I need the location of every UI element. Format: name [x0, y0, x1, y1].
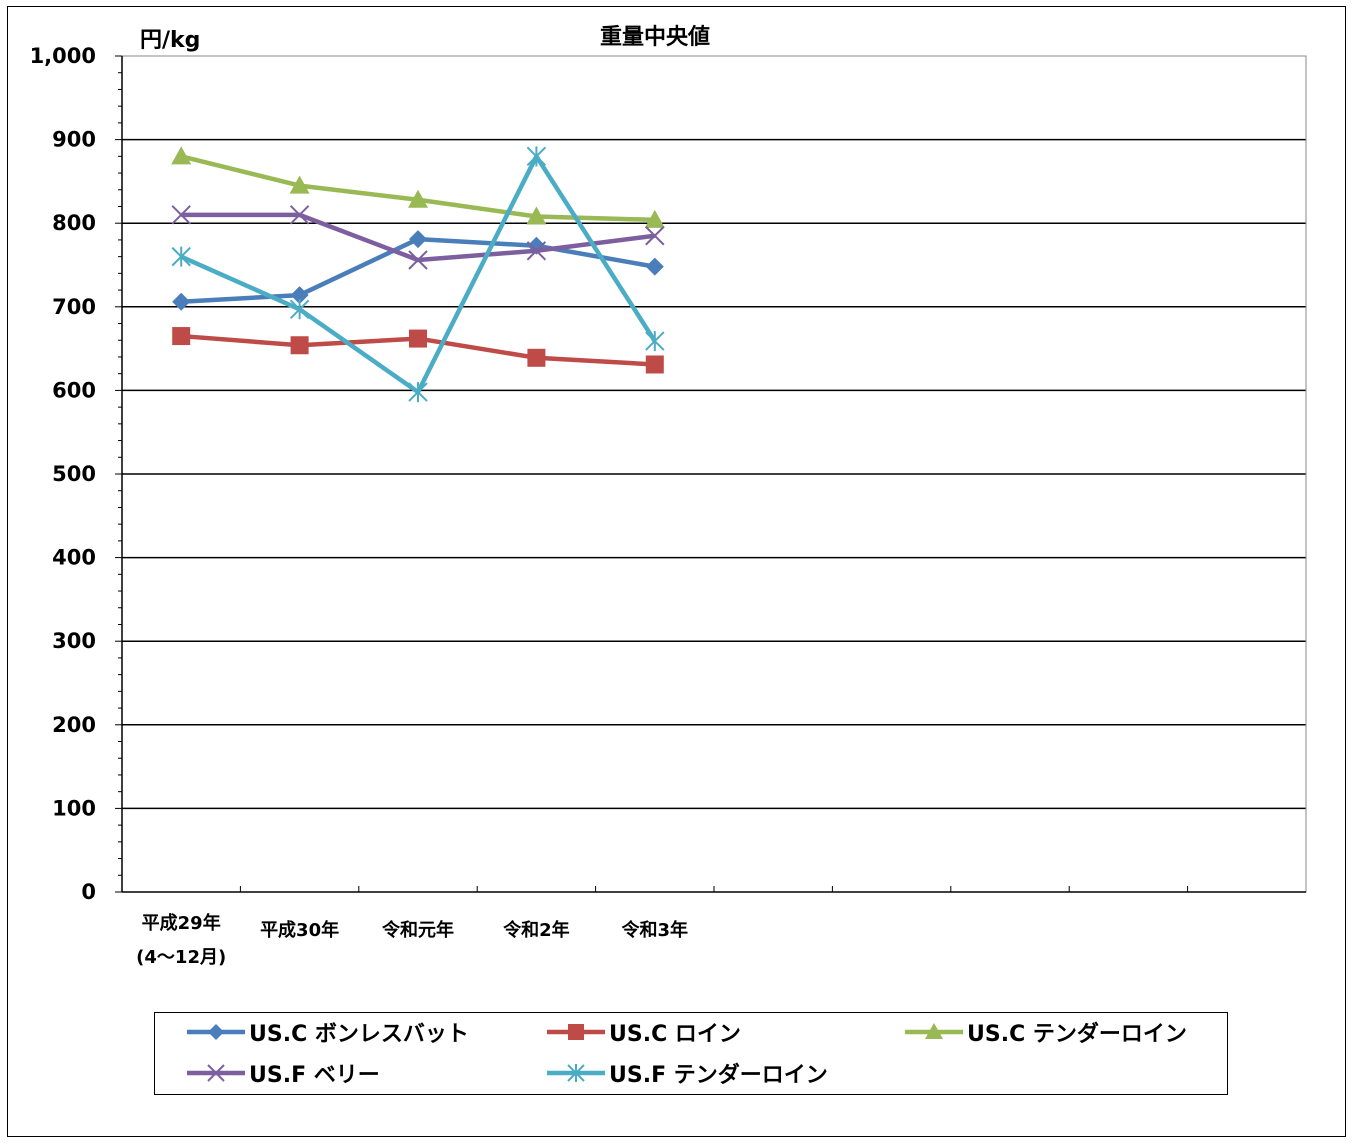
series-line: [181, 236, 656, 305]
data-point: [526, 206, 547, 225]
y-tick-label: 900: [52, 128, 96, 152]
legend-item: US.C ボンレスバット: [185, 1017, 469, 1047]
y-tick-label: 800: [52, 211, 96, 235]
y-axis-unit: 円/kg: [140, 28, 200, 53]
data-point: [289, 299, 310, 320]
data-point: [408, 382, 428, 403]
x-tick-label: 令和元年: [381, 919, 454, 941]
grid-lines: [122, 138, 1306, 810]
y-tick-label: 100: [52, 796, 96, 820]
y-tick-label: 0: [81, 880, 96, 904]
data-point: [172, 327, 191, 346]
data-point: [290, 286, 309, 305]
data-point: [171, 146, 192, 165]
y-tick-labels: 0 100 200 300 400 500 600 700 800 900 1,000: [30, 44, 96, 904]
data-point: [171, 205, 191, 225]
chart-frame: [7, 6, 1346, 1137]
legend-item: US.C テンダーロイン: [903, 1017, 1187, 1047]
legend-swatch: [187, 1064, 245, 1082]
data-point: [645, 355, 664, 374]
legend-swatch: [547, 1024, 605, 1040]
y-tick-label: 700: [52, 295, 96, 319]
series-5: [171, 146, 665, 403]
legend-swatch: [187, 1024, 245, 1040]
x-tick-label: 令和3年: [621, 919, 689, 941]
y-tick-label: 1,000: [30, 44, 96, 68]
x-tick-label: 平成30年: [260, 919, 339, 941]
data-point: [644, 209, 665, 228]
axes: [115, 55, 1307, 893]
chart-title: 重量中央値: [600, 24, 710, 50]
data-point: [172, 292, 191, 311]
data-point: [289, 205, 310, 225]
y-tick-label: 500: [52, 462, 96, 486]
data-point: [645, 226, 665, 246]
x-tick-label: 令和2年: [502, 919, 570, 941]
legend-label: US.C ボンレスバット: [249, 1022, 469, 1047]
legend-item: US.C ロイン: [545, 1017, 741, 1047]
legend-item: US.F テンダーロイン: [545, 1058, 828, 1088]
data-point: [289, 175, 310, 194]
x-tick-labels: 平成29年(4～12月) 平成30年 令和元年 令和2年 令和3年: [136, 912, 688, 968]
data-point: [645, 331, 665, 352]
data-point: [527, 348, 546, 367]
x-tick-label: 平成29年(4～12月): [136, 912, 226, 968]
data-point: [526, 146, 547, 167]
data-point: [409, 230, 427, 249]
legend-item: US.F ベリー: [185, 1058, 380, 1088]
y-tick-label: 600: [52, 378, 96, 402]
legend-label: US.F テンダーロイン: [609, 1063, 828, 1088]
data-point: [408, 250, 428, 270]
data-point: [409, 329, 427, 348]
legend-swatch: [547, 1064, 605, 1082]
series-line: [180, 154, 655, 223]
data-point: [526, 241, 547, 261]
data-point: [171, 246, 191, 267]
y-tick-label: 200: [52, 713, 96, 737]
y-tick-label: 300: [52, 629, 96, 653]
data-point: [290, 336, 309, 355]
series: [171, 146, 665, 403]
legend-label: US.C ロイン: [609, 1022, 741, 1047]
legend-swatch: [905, 1023, 963, 1039]
legend-label: US.F ベリー: [249, 1063, 380, 1088]
data-point: [408, 189, 428, 208]
data-point: [645, 257, 664, 276]
series-4: [171, 205, 665, 270]
legend-label: US.C テンダーロイン: [967, 1022, 1187, 1047]
series-2: [172, 327, 664, 374]
legend: US.C ボンレスバット US.C ロイン US.C テンダーロイン US.F ベリー…: [154, 1012, 1228, 1095]
y-tick-label: 400: [52, 546, 96, 570]
